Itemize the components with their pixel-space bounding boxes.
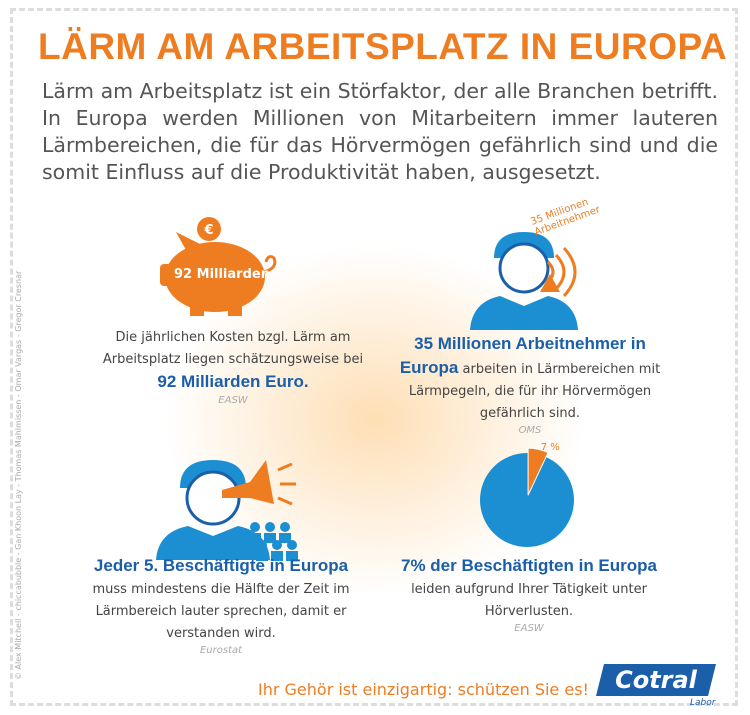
- pig-leg: [190, 300, 204, 316]
- warning: [540, 274, 560, 292]
- pig-leg: [228, 300, 242, 316]
- frame: [10, 8, 738, 706]
- fact-body: Die jährlichen Kosten bzgl. Lärm am Arbe…: [102, 330, 364, 367]
- pig-label-text: 92 Milliarden: [174, 267, 270, 282]
- head: [498, 242, 550, 294]
- pie-label: 7 %: [541, 442, 560, 453]
- piggy-bank: € 92 Milliarden: [160, 217, 277, 316]
- fact-source: EASW: [218, 395, 248, 406]
- fact-body: muss mindestens die Hälfte der Zeit im L…: [92, 582, 350, 641]
- pig-body: [165, 242, 265, 312]
- icon-label: 35 MillionenArbeitnehmer: [529, 194, 602, 239]
- body: [470, 296, 578, 330]
- logo-bg: [596, 664, 716, 696]
- logo-sub: Labor: [690, 698, 717, 708]
- crowd: [249, 522, 298, 561]
- fact-source: EASW: [514, 623, 544, 634]
- fact-card: Jeder 5. Beschäftigte in Europa muss min…: [86, 555, 356, 657]
- intro: Lärm am Arbeitsplatz ist ein Störfaktor,…: [42, 79, 718, 184]
- tagline: Ihr Gehör ist einzigartig: schützen Sie …: [258, 680, 589, 699]
- logo: Cotral Labor: [596, 664, 717, 708]
- title: LÄRM AM ARBEITSPLATZ IN EUROPA: [38, 26, 728, 67]
- pig-tail: [263, 255, 277, 274]
- fact-highlight: Jeder 5. Beschäftigte in Europa: [93, 556, 349, 575]
- megaphone: [222, 460, 274, 504]
- fact-highlight: 35 Millionen Arbeitnehmer in Europa: [399, 334, 646, 377]
- logo-text: Cotral: [615, 666, 698, 694]
- fact-source: OMS: [518, 425, 542, 436]
- pie-chart: 7 %: [480, 442, 574, 547]
- fact-highlight: 92 Milliarden Euro.: [157, 372, 309, 391]
- pie-base: [480, 453, 574, 547]
- fact-body: leiden aufgrund Ihrer Tätigkeit unter Hö…: [411, 582, 647, 619]
- worker-icon: 35 MillionenArbeitnehmer: [470, 194, 602, 330]
- coin: [197, 217, 221, 241]
- fact-card: 35 Millionen Arbeitnehmer in Europa arbe…: [395, 333, 665, 437]
- fact-source: Eurostat: [199, 645, 243, 656]
- coin-label: €: [203, 223, 213, 238]
- fact-card: 7% der Beschäftigten in Europa leiden au…: [394, 555, 664, 635]
- body: [156, 526, 270, 560]
- pie-slice: [527, 447, 549, 496]
- fact-highlight: 7% der Beschäftigten in Europa: [401, 556, 657, 575]
- pig-ear: [176, 232, 200, 250]
- fact-body: arbeiten in Lärmbereichen mit Lärmpegeln…: [408, 362, 661, 421]
- sound-lines: [277, 462, 296, 506]
- pig-snout: [160, 264, 174, 286]
- worker-megaphone-icon: [156, 460, 298, 561]
- fact-card: Die jährlichen Kosten bzgl. Lärm am Arbe…: [98, 327, 368, 407]
- pig-label: 92 Milliarden: [174, 267, 270, 282]
